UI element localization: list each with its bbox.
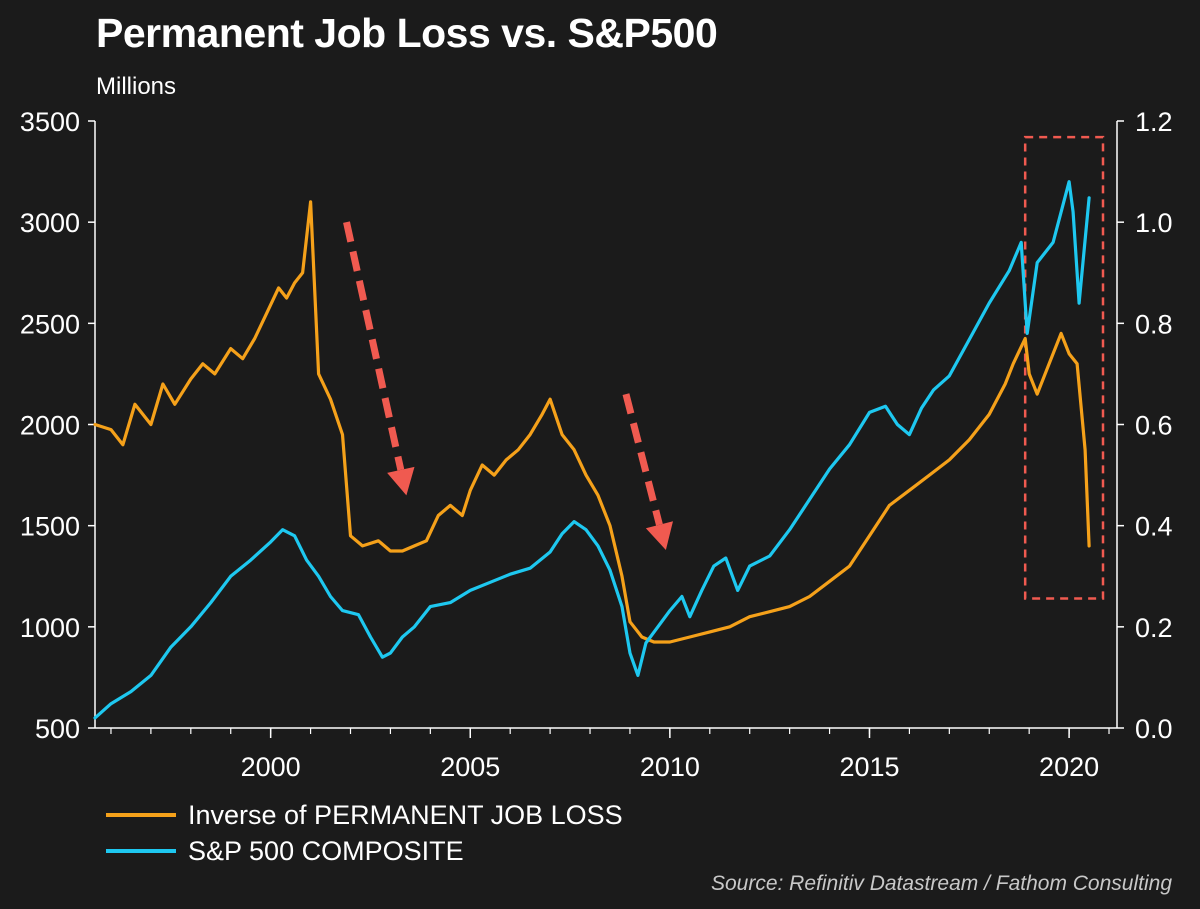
y-left-tick-label: 3000	[20, 208, 80, 238]
trend-arrow-2	[622, 393, 663, 526]
chart-subtitle: Millions	[96, 73, 177, 100]
y-left-tick-label: 1500	[20, 512, 80, 542]
chart-legend: Inverse of PERMANENT JOB LOSS S&P 500 CO…	[106, 797, 623, 869]
chart-title: Permanent Job Loss vs. S&P500	[96, 10, 718, 56]
y-left-tick-label: 2500	[20, 309, 80, 339]
y-right-tick-label: 0.6	[1135, 411, 1173, 441]
annotations	[343, 135, 1105, 600]
x-tick-label: 2005	[440, 752, 500, 782]
x-tick-label: 2000	[241, 752, 301, 782]
trend-arrow-head-2	[645, 521, 673, 550]
legend-label-sp500: S&P 500 COMPOSITE	[188, 835, 464, 866]
x-tick-label: 2015	[839, 752, 899, 782]
x-tick-label: 2010	[640, 752, 700, 782]
series-line-sp500	[93, 180, 1091, 720]
legend-swatch-sp500	[106, 849, 176, 853]
y-right-tick-label: 1.2	[1135, 107, 1173, 137]
legend-item-sp500: S&P 500 COMPOSITE	[106, 833, 623, 869]
y-right-tick-label: 0.2	[1135, 613, 1173, 643]
y-right-tick-label: 0.0	[1135, 714, 1173, 744]
legend-item-job-loss: Inverse of PERMANENT JOB LOSS	[106, 797, 623, 833]
legend-swatch-job-loss	[106, 813, 176, 817]
highlight-box	[1023, 135, 1105, 600]
y-left-tick-label: 500	[35, 714, 80, 744]
x-tick-label: 2020	[1039, 752, 1099, 782]
y-right-tick-label: 1.0	[1135, 208, 1173, 238]
series-line-job-loss	[93, 200, 1091, 644]
y-left-tick-label: 2000	[20, 411, 80, 441]
trend-arrow-1	[343, 221, 405, 471]
series-lines	[93, 180, 1091, 720]
y-right-tick-label: 0.8	[1135, 309, 1173, 339]
y-left-tick-label: 3500	[20, 107, 80, 137]
trend-arrow-head-1	[387, 466, 415, 496]
y-right-tick-label: 0.4	[1135, 512, 1173, 542]
y-left-tick-label: 1000	[20, 613, 80, 643]
legend-label-job-loss: Inverse of PERMANENT JOB LOSS	[188, 799, 623, 830]
source-note: Source: Refinitiv Datastream / Fathom Co…	[710, 872, 1172, 895]
axes: 2000 2005 2010 2015 2020 500 1000 1500 2000 2500 3…	[20, 107, 1173, 782]
